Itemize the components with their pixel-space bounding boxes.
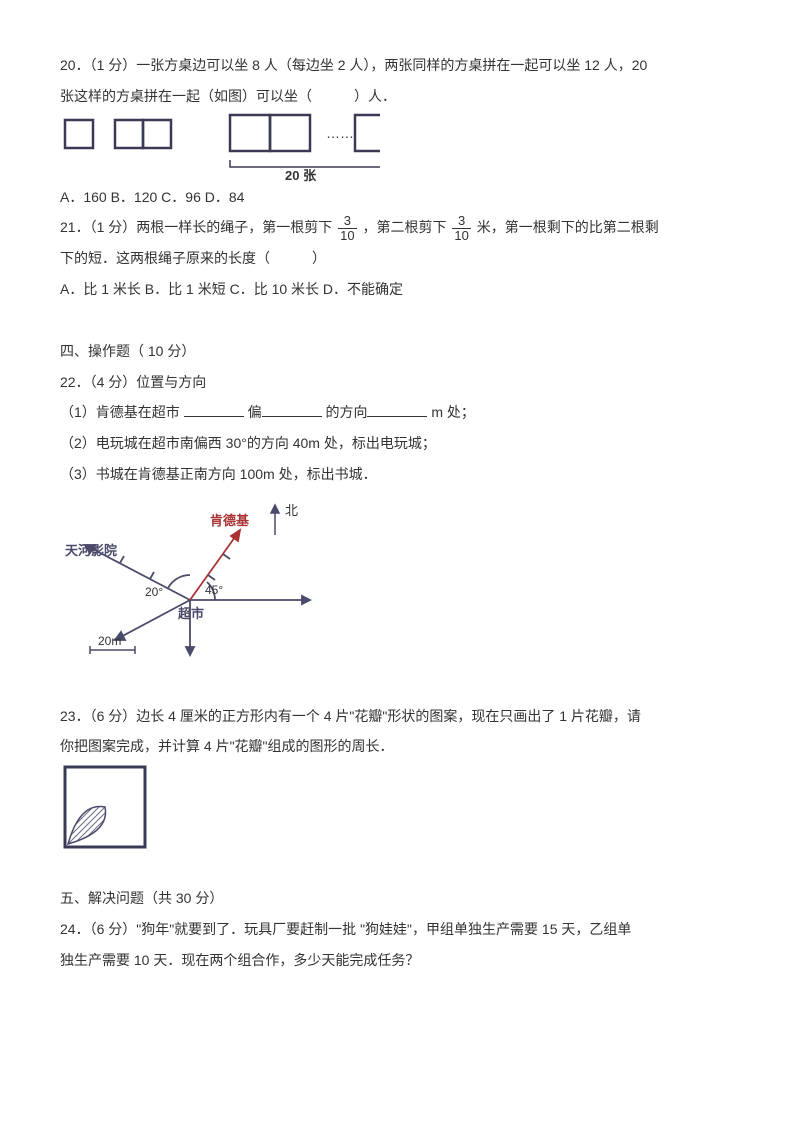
q22-head: 22．（4 分）位置与方向 bbox=[60, 367, 740, 398]
svg-text:20 张: 20 张 bbox=[285, 168, 317, 182]
q24-l2: 独生产需要 10 天．现在两个组合作，多少天能完成任务？ bbox=[60, 945, 740, 976]
blank-2[interactable] bbox=[262, 402, 322, 417]
svg-text:20m: 20m bbox=[98, 634, 121, 648]
blank-3[interactable] bbox=[367, 402, 427, 417]
q23-figure bbox=[60, 762, 150, 852]
q20-figure: …… 20 张 bbox=[60, 112, 380, 182]
q24-l1: 24．（6 分）"狗年"就要到了．玩具厂要赶制一批 "狗娃娃"，甲组单独生产需要… bbox=[60, 914, 740, 945]
svg-text:肯德基: 肯德基 bbox=[210, 513, 250, 528]
q21-line2: 下的短．这两根绳子原来的长度（ ） bbox=[60, 243, 740, 274]
svg-text:……: …… bbox=[326, 125, 354, 141]
q20-line1a: 20．（1 分）一张方桌边可以坐 8 人（每边坐 2 人），两张同样的方桌拼在一… bbox=[60, 50, 740, 81]
q21-frac1: 310 bbox=[338, 214, 356, 244]
blank-1[interactable] bbox=[184, 402, 244, 417]
q20-options: A．160 B．120 C．96 D．84 bbox=[60, 182, 740, 213]
q20-line1b: 张这样的方桌拼在一起（如图）可以坐（ ）人． bbox=[60, 81, 740, 112]
section4-title: 四、操作题（ 10 分） bbox=[60, 336, 740, 367]
q22-figure: 北 肯德基 天河影院 20° 45° 超市 20m bbox=[60, 490, 340, 670]
svg-text:超市: 超市 bbox=[178, 606, 204, 621]
section5-title: 五、解决问题（共 30 分） bbox=[60, 883, 740, 914]
q23-l1: 23．（6 分）边长 4 厘米的正方形内有一个 4 片"花瓣"形状的图案，现在只… bbox=[60, 701, 740, 732]
q21-options: A．比 1 米长 B．比 1 米短 C．比 10 米长 D．不能确定 bbox=[60, 274, 740, 305]
svg-text:天河影院: 天河影院 bbox=[65, 543, 117, 558]
q22-l1b: 偏 bbox=[248, 404, 262, 420]
q21-line1: 21．（1 分）两根一样长的绳子，第一根剪下 310 ，第二根剪下 310 米，… bbox=[60, 212, 740, 243]
q22-l1c: 的方向 bbox=[325, 404, 367, 420]
q23-l2: 你把图案完成，并计算 4 片"花瓣"组成的图形的周长． bbox=[60, 731, 740, 762]
svg-text:45°: 45° bbox=[205, 583, 223, 597]
svg-text:20°: 20° bbox=[145, 585, 163, 599]
q21-post: 米，第一根剩下的比第二根剩 bbox=[477, 219, 659, 235]
q22-l1: （1）肯德基在超市 偏 的方向 m 处； bbox=[60, 397, 740, 428]
q21-pre: 21．（1 分）两根一样长的绳子，第一根剪下 bbox=[60, 219, 332, 235]
q22-l1a: （1）肯德基在超市 bbox=[60, 404, 184, 420]
q21-frac2: 310 bbox=[452, 214, 470, 244]
svg-text:北: 北 bbox=[285, 503, 298, 518]
q22-l1d: m 处； bbox=[431, 404, 475, 420]
q21-mid: ，第二根剪下 bbox=[363, 219, 447, 235]
q22-l3: （3）书城在肯德基正南方向 100m 处，标出书城． bbox=[60, 459, 740, 490]
q22-l2: （2）电玩城在超市南偏西 30°的方向 40m 处，标出电玩城； bbox=[60, 428, 740, 459]
